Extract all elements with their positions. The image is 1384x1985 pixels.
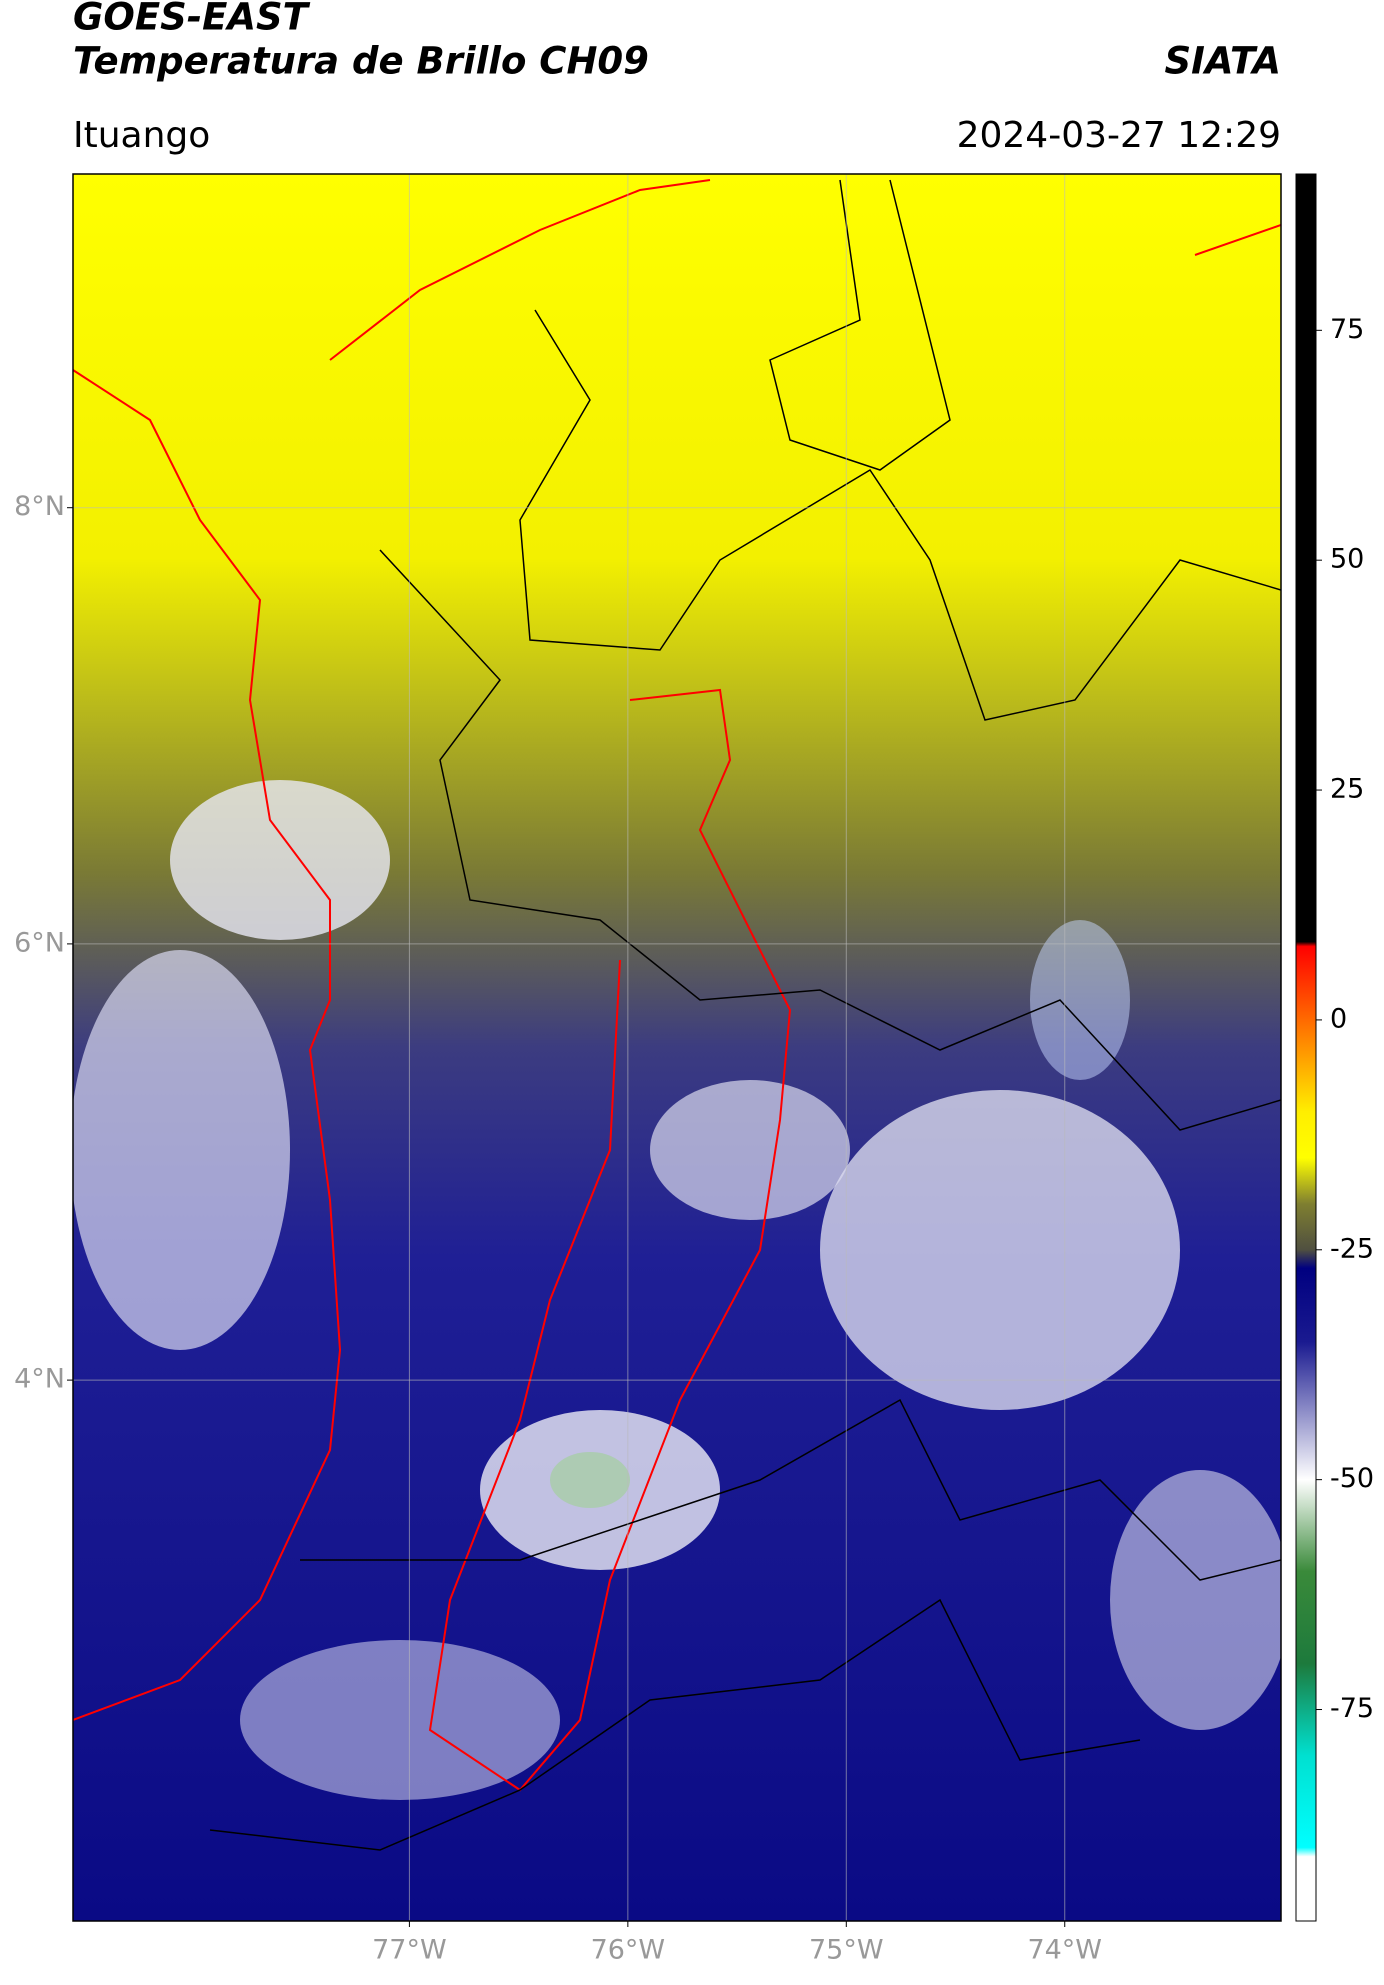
colorbar-tick-label: 75 xyxy=(1330,314,1364,345)
colorbar-tick-label: 25 xyxy=(1330,774,1364,805)
colorbar-tick-label: -50 xyxy=(1330,1463,1374,1494)
colorbar-tick-label: -75 xyxy=(1330,1693,1374,1724)
source: SIATA xyxy=(1164,40,1281,83)
satellite-image xyxy=(73,174,1281,1921)
title: GOES-EAST xyxy=(73,0,311,39)
x-tick-label: 74°W xyxy=(1027,1935,1102,1966)
colorbar-tick-label: -25 xyxy=(1330,1233,1374,1264)
location: Ituango xyxy=(73,115,210,156)
y-tick-label: 4°N xyxy=(14,1364,65,1395)
y-tick-label: 6°N xyxy=(14,927,65,958)
subtitle: Temperatura de Brillo CH09 xyxy=(73,40,649,83)
y-tick-label: 8°N xyxy=(14,491,65,522)
x-tick-label: 77°W xyxy=(372,1935,447,1966)
datetime: 2024-03-27 12:29 xyxy=(957,115,1281,156)
map-frame xyxy=(72,173,1282,1922)
x-tick-label: 76°W xyxy=(591,1935,666,1966)
x-tick-label: 75°W xyxy=(809,1935,884,1966)
colorbar-tick-label: 50 xyxy=(1330,544,1364,575)
colorbar xyxy=(1295,173,1317,1922)
colorbar-tick-label: 0 xyxy=(1330,1003,1347,1034)
